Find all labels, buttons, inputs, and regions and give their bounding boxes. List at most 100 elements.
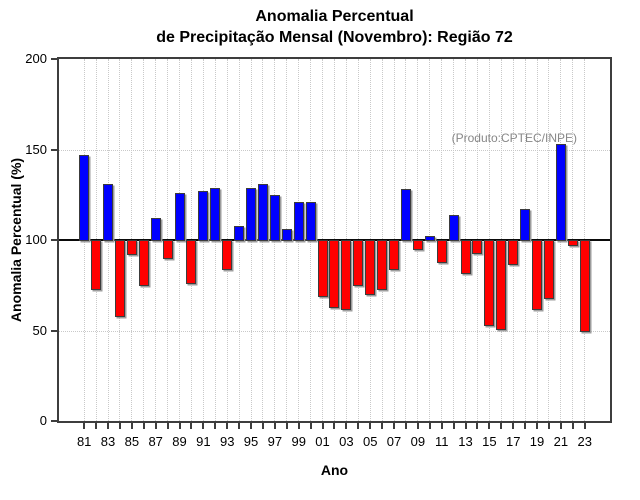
- x-axis-tick: [416, 423, 419, 429]
- x-axis-tick-label: 97: [267, 434, 283, 449]
- bar-1984: [114, 240, 125, 318]
- x-axis-tick: [428, 423, 431, 429]
- bar-1982: [91, 240, 102, 290]
- x-axis-tick: [130, 423, 133, 429]
- bar-2012: [448, 214, 459, 241]
- bar-1986: [138, 240, 149, 287]
- x-axis-tick: [202, 423, 205, 429]
- bar-2020: [543, 240, 554, 299]
- chart-title-line1: Anomalia Percentual: [255, 8, 414, 25]
- bar-2018: [520, 209, 531, 241]
- x-axis-tick: [536, 423, 539, 429]
- x-axis-tick-label: 13: [458, 434, 473, 449]
- x-axis-tick-label: 09: [410, 434, 426, 449]
- x-axis-tick: [452, 423, 455, 429]
- x-axis-tick: [512, 423, 515, 429]
- chart-title: Anomalia Percentual de Precipitação Mens…: [57, 6, 612, 48]
- x-axis-tick: [333, 423, 336, 429]
- y-axis-tick: [51, 239, 57, 241]
- x-axis-tick: [178, 423, 181, 429]
- x-axis-tick: [154, 423, 157, 429]
- x-axis-tick-label: 19: [529, 434, 545, 449]
- x-axis-tick-label: 15: [482, 434, 497, 449]
- bar-1999: [293, 201, 304, 241]
- x-axis-tick: [226, 423, 229, 429]
- x-axis-tick: [309, 423, 312, 429]
- source-annotation: (Produto:CPTEC/INPE): [451, 131, 577, 145]
- y-axis-tick-label: 100: [25, 232, 47, 247]
- x-axis-tick: [547, 423, 550, 429]
- y-axis-tick-label: 50: [32, 322, 47, 338]
- x-axis-tick: [166, 423, 169, 429]
- x-axis-tick: [583, 423, 586, 429]
- x-axis-tick: [238, 423, 241, 429]
- x-axis-tick: [95, 423, 98, 429]
- x-axis-tick-label: 21: [553, 434, 569, 449]
- bar-1989: [174, 192, 185, 241]
- x-axis-tick-label: 17: [505, 434, 521, 449]
- x-axis-tick-label: 87: [148, 434, 163, 449]
- x-axis-tick: [297, 423, 300, 429]
- x-axis-tick: [381, 423, 384, 429]
- plot-area: (Produto:CPTEC/INPE): [57, 57, 612, 423]
- x-axis-tick: [345, 423, 348, 429]
- bar-2016: [496, 240, 507, 330]
- x-axis-tick: [559, 423, 562, 429]
- bar-2010: [424, 236, 435, 241]
- x-axis-tick-label: 05: [362, 434, 378, 449]
- x-axis-tick: [214, 423, 217, 429]
- x-axis-tick: [250, 423, 253, 429]
- bar-1988: [162, 240, 173, 260]
- y-axis-tick-label: 200: [25, 51, 47, 66]
- bar-1998: [281, 229, 292, 241]
- x-axis-tick: [464, 423, 467, 429]
- gridline-horizontal: [59, 330, 610, 332]
- x-axis-tick: [357, 423, 360, 429]
- bar-2011: [436, 240, 447, 263]
- x-axis-tick: [369, 423, 372, 429]
- bar-2004: [353, 240, 364, 287]
- y-axis-tick: [51, 58, 57, 60]
- bar-1995: [246, 187, 257, 241]
- bar-2017: [508, 240, 519, 265]
- x-axis-tick: [524, 423, 527, 429]
- bar-1987: [150, 218, 161, 241]
- x-axis-tick: [83, 423, 86, 429]
- x-axis-tick: [321, 423, 324, 429]
- x-axis-tick: [440, 423, 443, 429]
- bar-1985: [126, 240, 137, 256]
- x-axis-tick: [190, 423, 193, 429]
- x-axis-tick: [571, 423, 574, 429]
- x-axis-tick-label: 23: [577, 434, 592, 449]
- x-axis-tick: [393, 423, 396, 429]
- chart-title-line2: de Precipitação Mensal (Novembro): Regiã…: [156, 29, 513, 46]
- bar-2014: [472, 240, 483, 254]
- bar-2003: [341, 240, 352, 310]
- x-axis-tick-label: 03: [339, 434, 354, 449]
- y-axis-tick: [51, 148, 57, 151]
- y-axis-tick: [51, 329, 57, 332]
- bar-2009: [412, 240, 423, 251]
- x-axis-tick: [285, 423, 288, 429]
- y-axis-tick: [51, 420, 57, 422]
- bar-2001: [317, 240, 328, 298]
- y-axis-tick-label: 150: [25, 141, 47, 157]
- x-axis-tick-label: 83: [100, 434, 116, 449]
- bar-1983: [103, 183, 114, 241]
- bar-1991: [198, 191, 209, 241]
- x-axis-tick-label: 89: [172, 434, 187, 449]
- y-axis-tick-label: 0: [39, 413, 47, 428]
- bar-1994: [234, 225, 245, 241]
- x-axis-tick-label: 99: [291, 434, 306, 449]
- x-axis-tick-label: 93: [219, 434, 235, 449]
- x-axis-tick: [118, 423, 121, 429]
- x-axis-tick: [261, 423, 264, 429]
- x-axis-tick-label: 85: [124, 434, 140, 449]
- bar-2002: [329, 240, 340, 308]
- bar-2013: [460, 240, 471, 274]
- bar-1996: [257, 183, 268, 241]
- bar-2006: [377, 240, 388, 290]
- bar-2008: [400, 189, 411, 241]
- x-axis-tick-label: 01: [315, 434, 330, 449]
- x-axis-tick: [273, 423, 276, 429]
